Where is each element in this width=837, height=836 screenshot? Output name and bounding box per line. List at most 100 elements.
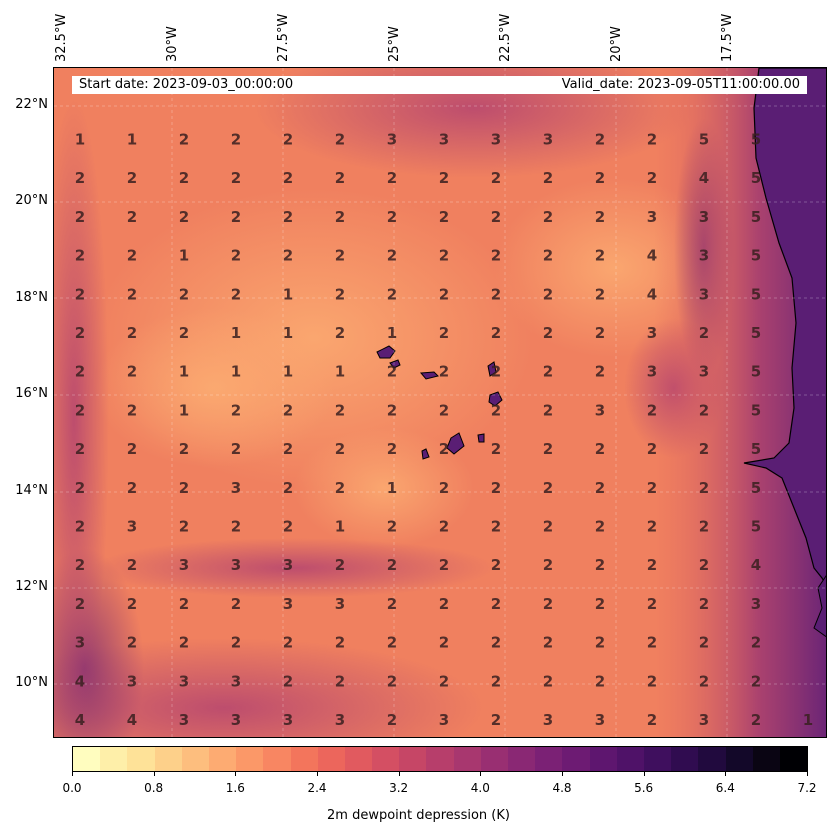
grid-value: 1 — [335, 518, 345, 536]
grid-value: 2 — [699, 401, 709, 419]
grid-value: 3 — [595, 711, 605, 729]
grid-value: 2 — [179, 131, 189, 149]
colorbar-tick-label: 4.8 — [552, 781, 572, 795]
grid-value: 2 — [595, 556, 605, 574]
grid-value: 3 — [543, 711, 553, 729]
island-sao-nicolau — [419, 371, 439, 380]
grid-value: 2 — [127, 324, 137, 342]
grid-value: 2 — [491, 208, 501, 226]
colorbar-tick — [807, 772, 808, 776]
graticule — [54, 68, 826, 737]
grid-value: 2 — [283, 672, 293, 690]
grid-value: 2 — [283, 169, 293, 187]
grid-value: 2 — [595, 363, 605, 381]
grid-value: 5 — [751, 440, 761, 458]
grid-value: 2 — [335, 440, 345, 458]
grid-value: 2 — [491, 711, 501, 729]
grid-value: 5 — [751, 518, 761, 536]
lon-label: 30°W — [165, 26, 180, 62]
lon-label: 32.5°W — [54, 13, 69, 62]
colorbar-swatch — [100, 747, 128, 771]
grid-value: 2 — [543, 285, 553, 303]
lat-label: 12°N — [15, 579, 48, 594]
lon-label: 25°W — [387, 26, 402, 62]
grid-value: 1 — [231, 324, 241, 342]
grid-value: 4 — [699, 169, 709, 187]
grid-value: 2 — [543, 169, 553, 187]
grid-value: 2 — [75, 169, 85, 187]
colorbar-swatch — [508, 747, 536, 771]
grid-value: 2 — [179, 634, 189, 652]
grid-value: 2 — [595, 634, 605, 652]
grid-value: 2 — [491, 401, 501, 419]
grid-value: 2 — [231, 131, 241, 149]
grid-value: 3 — [231, 672, 241, 690]
grid-value: 2 — [231, 440, 241, 458]
grid-value: 3 — [491, 131, 501, 149]
grid-value: 2 — [283, 440, 293, 458]
grid-value: 2 — [699, 556, 709, 574]
colorbar-swatch — [616, 747, 644, 771]
grid-value: 2 — [543, 556, 553, 574]
island-sal — [487, 361, 497, 377]
colorbar — [72, 746, 808, 772]
colorbar-tick-label: 2.4 — [307, 781, 327, 795]
colorbar-title: 2m dewpoint depression (K) — [327, 808, 510, 823]
grid-value: 2 — [595, 285, 605, 303]
grid-value: 2 — [127, 401, 137, 419]
grid-value: 2 — [543, 363, 553, 381]
grid-value: 5 — [751, 324, 761, 342]
colorbar-swatch — [426, 747, 454, 771]
grid-value: 3 — [699, 711, 709, 729]
grid-value: 3 — [543, 131, 553, 149]
colorbar-swatch — [643, 747, 672, 771]
colorbar-tick — [480, 772, 482, 776]
grid-value: 5 — [699, 131, 709, 149]
grid-value: 2 — [335, 556, 345, 574]
grid-value: 2 — [595, 440, 605, 458]
island-maio — [477, 433, 485, 443]
grid-value: 2 — [439, 634, 449, 652]
grid-value: 2 — [231, 634, 241, 652]
grid-value: 2 — [75, 363, 85, 381]
grid-value: 5 — [751, 169, 761, 187]
grid-value: 2 — [647, 518, 657, 536]
grid-value: 3 — [179, 672, 189, 690]
grid-value: 2 — [283, 247, 293, 265]
grid-value: 2 — [751, 711, 761, 729]
lon-label: 27.5°W — [276, 13, 291, 62]
grid-value: 2 — [491, 479, 501, 497]
colorbar-swatch — [208, 747, 237, 771]
grid-value: 3 — [647, 363, 657, 381]
low-depression-region — [94, 308, 334, 468]
grid-value: 2 — [127, 440, 137, 458]
island-boa-vista — [488, 391, 503, 407]
grid-value: 2 — [231, 518, 241, 536]
grid-value: 1 — [387, 324, 397, 342]
grid-value: 2 — [283, 634, 293, 652]
colorbar-swatch — [290, 747, 318, 771]
grid-value: 2 — [595, 518, 605, 536]
lat-label: 14°N — [15, 483, 48, 498]
grid-value: 2 — [439, 401, 449, 419]
grid-value: 2 — [543, 440, 553, 458]
grid-value: 2 — [387, 672, 397, 690]
grid-value: 3 — [335, 595, 345, 613]
grid-value: 2 — [335, 401, 345, 419]
grid-value: 2 — [179, 285, 189, 303]
grid-value: 2 — [75, 324, 85, 342]
grid-value: 2 — [127, 556, 137, 574]
grid-value: 2 — [127, 247, 137, 265]
grid-value: 2 — [751, 672, 761, 690]
grid-value: 2 — [595, 131, 605, 149]
high-depression-region — [94, 538, 494, 598]
high-depression-region — [54, 638, 484, 737]
grid-value: 5 — [751, 208, 761, 226]
colorbar-swatch — [154, 747, 182, 771]
grid-value: 2 — [595, 324, 605, 342]
grid-value: 2 — [179, 479, 189, 497]
value-annotations: 1 1 2 2 2 2 3 3 3 3 2 2 5 5 2 2 2 2 2 2 2 2 2 2 2 2 4 5 2 2 2 2 2 2 2 2 2 2 2 3… — [75, 131, 813, 730]
colorbar-swatch — [752, 747, 780, 771]
grid-value: 2 — [543, 518, 553, 536]
grid-value: 4 — [647, 247, 657, 265]
